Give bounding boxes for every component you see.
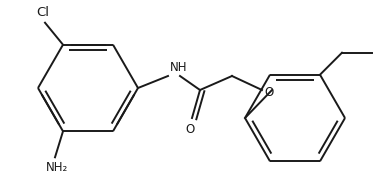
Text: NH: NH [170,61,188,74]
Text: O: O [185,123,195,136]
Text: O: O [264,86,273,98]
Text: NH₂: NH₂ [46,161,68,174]
Text: Cl: Cl [36,6,50,19]
